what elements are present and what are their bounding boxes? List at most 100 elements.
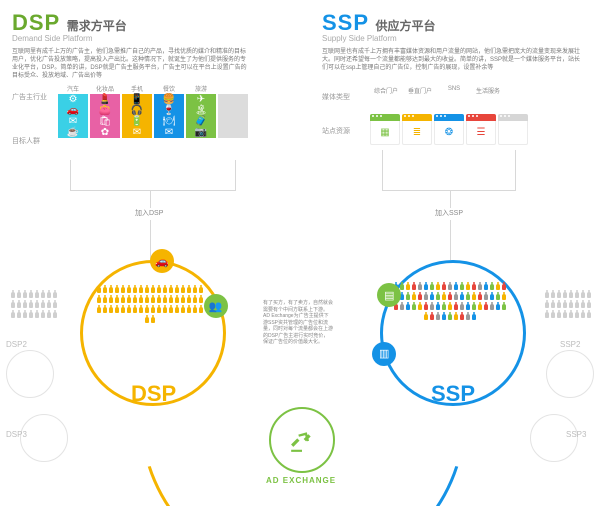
person-icon: [430, 302, 435, 311]
dsp-category: 汽车⚙🚗✉☕: [58, 84, 88, 138]
adx-circle: [269, 407, 335, 473]
window-body-icon: ☰: [466, 121, 496, 145]
dsp-en: Demand Side Platform: [12, 34, 127, 43]
person-icon: [466, 312, 471, 321]
person-icon: [575, 310, 580, 319]
tile-icon: 💄: [99, 95, 111, 105]
dsp-desc: 互联网里有成千上万的广告主，他们急需推广自己的产品，寻找优质的媒介和精准的目标用…: [12, 48, 250, 80]
person-icon: [472, 302, 477, 311]
person-icon: [41, 300, 46, 309]
person-icon: [103, 285, 108, 294]
person-icon: [181, 295, 186, 304]
tile-icon: 📱: [131, 95, 143, 105]
person-icon: [412, 302, 417, 311]
person-icon: [424, 292, 429, 301]
ssp-connector-stem2: [450, 220, 451, 260]
ssp-category: 综合门户: [370, 86, 402, 96]
dsp-row-industry-label: 广告主行业: [12, 92, 47, 102]
window-body-icon: ❂: [434, 121, 464, 145]
person-icon: [151, 285, 156, 294]
person-icon: [157, 295, 162, 304]
dsp3-circle: [20, 414, 68, 462]
person-icon: [484, 282, 489, 291]
person-icon: [484, 302, 489, 311]
ssp-category-label: 垂直门户: [408, 86, 432, 96]
window-titlebar: [434, 114, 464, 121]
person-icon: [430, 292, 435, 301]
ssp-category-label: 生活服务: [476, 86, 500, 96]
ssp-connector-stem: [450, 190, 451, 208]
tile-icon: 📷: [195, 128, 207, 138]
ssp-desc: 互联网里也有成千上万拥有丰富媒体资源和用户流量的网站，他们急需把庞大的流量变现来…: [322, 48, 582, 72]
person-icon: [157, 305, 162, 314]
dsp-category-label: 化妆品: [96, 84, 114, 94]
ssp-cn: 供应方平台: [375, 19, 435, 33]
person-icon: [127, 295, 132, 304]
person-icon: [460, 282, 465, 291]
person-icon: [187, 305, 192, 314]
person-icon: [17, 290, 22, 299]
dsp-grey-people: [10, 290, 58, 319]
person-icon: [145, 295, 150, 304]
person-icon: [424, 302, 429, 311]
person-icon: [181, 285, 186, 294]
person-icon: [115, 305, 120, 314]
dsp2-label: DSP2: [6, 340, 27, 349]
person-icon: [115, 295, 120, 304]
person-icon: [424, 312, 429, 321]
dsp-connector-stem: [150, 190, 151, 208]
person-icon: [466, 302, 471, 311]
person-icon: [478, 302, 483, 311]
dsp-category-tile: [218, 94, 248, 138]
ssp-circle-label: SSP: [431, 381, 475, 407]
person-icon: [551, 300, 556, 309]
person-icon: [193, 285, 198, 294]
person-icon: [109, 285, 114, 294]
person-icon: [460, 292, 465, 301]
person-icon: [133, 285, 138, 294]
person-icon: [424, 282, 429, 291]
person-icon: [436, 312, 441, 321]
ssp-title: SSP 供应方平台 Supply Side Platform: [322, 10, 436, 43]
adx-desc: 有了买方，有了卖方，自然就会需要有个中间方联系上下游。AD Exchange为广…: [263, 300, 333, 346]
dsp-category-label: 旅游: [195, 84, 207, 94]
person-icon: [406, 292, 411, 301]
person-icon: [557, 290, 562, 299]
ssp-category: SNS: [438, 86, 470, 96]
ssp-site-window: [498, 114, 528, 144]
person-icon: [193, 295, 198, 304]
person-icon: [121, 295, 126, 304]
person-icon: [460, 302, 465, 311]
circle-chip: ▥: [372, 342, 396, 366]
person-icon: [563, 310, 568, 319]
tile-icon: 🧳: [195, 117, 207, 127]
tile-icon: 👛: [99, 106, 111, 116]
dsp-people: [95, 285, 205, 324]
ssp-category: 生活服务: [472, 86, 504, 96]
person-icon: [29, 300, 34, 309]
dsp-categories: 汽车⚙🚗✉☕化妆品💄👛🛍✿手机📱🎧🔋✉餐饮🍔🍷🍽✉旅游✈🏝🧳📷: [58, 84, 248, 138]
tile-icon: 🍽: [163, 117, 176, 127]
dsp-title: DSP 需求方平台 Demand Side Platform: [12, 10, 127, 43]
person-icon: [454, 292, 459, 301]
dsp-category-tile: ⚙🚗✉☕: [58, 94, 88, 138]
person-icon: [436, 292, 441, 301]
person-icon: [490, 302, 495, 311]
person-icon: [442, 282, 447, 291]
dsp-big-circle: DSP: [80, 260, 226, 406]
dsp-category: 化妆品💄👛🛍✿: [90, 84, 120, 138]
ssp-join-label: 加入SSP: [435, 208, 463, 218]
person-icon: [448, 302, 453, 311]
person-icon: [496, 292, 501, 301]
person-icon: [11, 310, 16, 319]
person-icon: [109, 305, 114, 314]
person-icon: [448, 312, 453, 321]
person-icon: [412, 282, 417, 291]
person-icon: [454, 302, 459, 311]
person-icon: [115, 285, 120, 294]
person-icon: [175, 295, 180, 304]
person-icon: [478, 292, 483, 301]
person-icon: [97, 295, 102, 304]
dsp-category-tile: ✈🏝🧳📷: [186, 94, 216, 138]
window-body-icon: [498, 121, 528, 145]
